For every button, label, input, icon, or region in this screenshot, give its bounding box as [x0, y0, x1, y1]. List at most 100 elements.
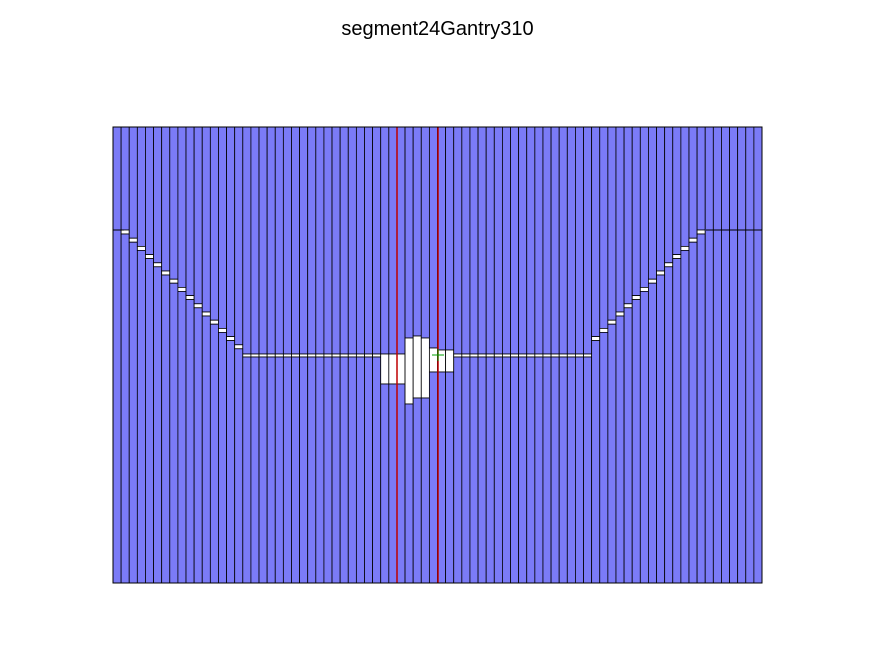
mlc-leaf-lower	[404, 403, 414, 584]
figure-title: segment24Gantry310	[341, 18, 534, 40]
aperture-gap	[461, 353, 471, 358]
aperture-gap	[339, 353, 349, 358]
aperture-gap	[672, 254, 682, 260]
mlc-leaf-lower	[501, 356, 511, 584]
mlc-leaf	[753, 126, 763, 584]
aperture-gap	[388, 353, 398, 385]
mlc-leaf-upper	[615, 126, 625, 313]
mlc-leaf-upper	[291, 126, 300, 355]
mlc-leaf-lower	[120, 233, 130, 584]
mlc-leaf-lower	[558, 356, 568, 584]
mlc-leaf-upper	[307, 126, 317, 355]
mlc-leaf-lower	[282, 356, 292, 584]
mlc-leaf-lower	[477, 356, 487, 584]
mlc-leaf-upper	[453, 126, 463, 355]
mlc-leaf-lower	[510, 356, 520, 584]
mlc-leaf-upper	[469, 126, 479, 355]
aperture-gap	[185, 295, 195, 301]
mlc-leaf-lower	[615, 315, 625, 584]
mlc-leaf-lower	[347, 356, 357, 584]
aperture-gap	[412, 335, 422, 399]
mlc-leaf-upper	[226, 126, 236, 338]
mlc-leaf-lower	[639, 290, 649, 584]
mlc-leaf-lower	[518, 356, 528, 584]
aperture-gap	[380, 353, 390, 385]
aperture-gap	[177, 286, 187, 292]
mlc-leaf-lower	[664, 266, 674, 584]
aperture-gap	[242, 353, 252, 358]
mlc-leaf-upper	[412, 126, 422, 337]
mlc-leaf-lower	[250, 356, 260, 584]
mlc-leaf-lower	[209, 323, 219, 584]
aperture-gap	[534, 353, 544, 358]
mlc-leaf-lower	[599, 331, 609, 584]
mlc-leaf-upper	[656, 126, 666, 272]
mlc-leaf	[712, 126, 722, 584]
mlc-leaf-lower	[485, 356, 495, 584]
mlc-leaf-lower	[534, 356, 544, 584]
aperture-gap	[153, 262, 163, 268]
mlc-leaf-upper	[477, 126, 487, 355]
mlc-leaf-lower	[274, 356, 284, 584]
mlc-leaf-upper	[161, 126, 171, 272]
mlc-leaf-lower	[128, 241, 138, 584]
mlc-leaf-lower	[307, 356, 317, 584]
mlc-leaf-upper	[234, 126, 244, 346]
aperture-gap	[501, 353, 511, 358]
mlc-leaf-upper	[201, 126, 211, 313]
aperture-gap	[477, 353, 487, 358]
mlc-leaf-lower	[323, 356, 333, 584]
aperture-gap	[542, 353, 552, 358]
mlc-leaf-lower	[566, 356, 576, 584]
mlc-leaf-upper	[550, 126, 560, 355]
mlc-leaf	[721, 126, 730, 584]
mlc-leaf-upper	[526, 126, 536, 355]
aperture-gap	[680, 245, 690, 251]
mlc-leaf-lower	[364, 356, 373, 584]
mlc-leaf-lower	[177, 290, 187, 584]
aperture-gap	[566, 353, 576, 358]
aperture-gap	[315, 353, 325, 358]
mlc-leaf-upper	[339, 126, 349, 355]
mlc-leaf-lower	[145, 258, 154, 584]
mlc-leaf-lower	[672, 258, 682, 584]
mlc-leaf-upper	[696, 126, 706, 231]
aperture-gap	[396, 353, 406, 385]
mlc-leaf-upper	[420, 126, 430, 339]
mlc-leaf-upper	[501, 126, 511, 355]
mlc-leaf-lower	[631, 299, 641, 584]
mlc-leaf-upper	[209, 126, 219, 321]
mlc-leaf-upper	[145, 126, 154, 255]
mlc-leaf-upper	[355, 126, 365, 355]
aperture-gap	[599, 327, 609, 333]
mlc-leaf-lower	[339, 356, 349, 584]
aperture-gap	[266, 353, 276, 358]
mlc-leaf-upper	[364, 126, 373, 355]
mlc-leaf-upper	[177, 126, 187, 288]
aperture-gap	[323, 353, 333, 358]
aperture-gap	[331, 353, 341, 358]
mlc-leaf-lower	[218, 331, 227, 584]
mlc-leaf-upper	[331, 126, 341, 355]
mlc-leaf-lower	[696, 233, 706, 584]
mlc-leaf-upper	[607, 126, 617, 321]
aperture-gap	[607, 319, 617, 325]
mlc-leaf	[737, 126, 747, 584]
mlc-leaf	[745, 126, 755, 584]
mlc-leaf-lower	[623, 307, 633, 584]
mlc-leaf-lower	[656, 274, 666, 584]
mlc-leaf-upper	[445, 126, 455, 351]
mlc-leaf	[112, 126, 122, 584]
aperture-gap	[347, 353, 357, 358]
mlc-leaf-upper	[136, 126, 146, 247]
mlc-leaf-upper	[128, 126, 138, 239]
mlc-leaf-upper	[575, 126, 584, 355]
aperture-gap	[469, 353, 479, 358]
mlc-leaf-upper	[599, 126, 609, 329]
aperture-gap	[145, 254, 154, 260]
mlc-leaf-lower	[526, 356, 536, 584]
aperture-gap	[355, 353, 365, 358]
mlc-leaf-upper	[372, 126, 382, 355]
mlc-leaf-lower	[469, 356, 479, 584]
mlc-leaf-lower	[428, 371, 438, 584]
